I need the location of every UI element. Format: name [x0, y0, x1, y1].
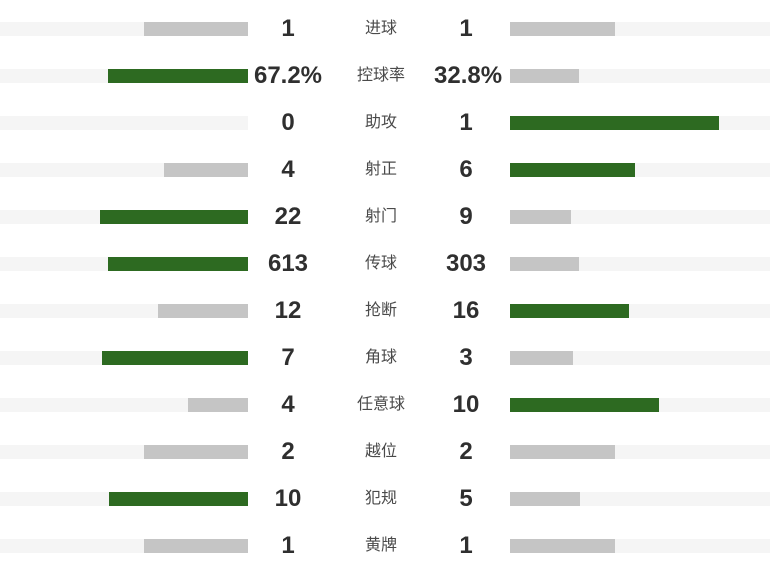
home-bar-track [0, 539, 248, 554]
home-bar-track [0, 68, 248, 83]
home-value: 4 [281, 155, 295, 183]
home-bar-track [0, 398, 248, 413]
home-bar-track [0, 304, 248, 318]
home-bar [107, 68, 248, 83]
home-bar-track [0, 21, 248, 36]
away-value: 1 [459, 14, 473, 42]
away-bar-track [510, 68, 770, 83]
away-value: 10 [452, 391, 480, 419]
away-bar-track [510, 162, 770, 177]
stat-row-shots-on-target: 4 射正 6 [0, 146, 775, 193]
away-value: 3 [459, 344, 473, 372]
away-bar-track [510, 115, 770, 130]
away-value: 303 [445, 249, 487, 277]
away-bar-track [510, 351, 770, 366]
stat-row-fouls: 10 犯规 5 [0, 476, 775, 523]
home-value: 0 [281, 108, 295, 136]
stat-row-possession: 67.2% 控球率 32.8% [0, 52, 775, 99]
stat-label: 角球 [364, 349, 397, 367]
stat-row-shots: 22 射门 9 [0, 193, 775, 240]
away-value: 1 [459, 108, 473, 136]
home-bar-track [0, 209, 248, 224]
stat-label: 任意球 [356, 396, 405, 414]
away-bar [510, 398, 660, 413]
home-value: 7 [281, 344, 295, 372]
away-bar [510, 209, 571, 224]
away-value: 2 [459, 438, 473, 466]
away-value: 5 [459, 485, 473, 513]
home-bar [99, 209, 248, 224]
away-bar-track [510, 304, 770, 318]
away-bar [510, 492, 580, 507]
away-bar-track [510, 21, 770, 36]
home-bar [164, 162, 248, 177]
home-bar-track [0, 445, 248, 460]
stat-row-tackles: 12 抢断 16 [0, 287, 775, 334]
away-bar [510, 162, 636, 177]
home-value: 10 [274, 485, 302, 513]
away-bar [510, 445, 615, 460]
home-value: 1 [281, 532, 295, 560]
home-bar [143, 21, 248, 36]
home-bar-track [0, 492, 248, 507]
away-bar-track [510, 445, 770, 460]
home-bar [108, 492, 248, 507]
stat-row-free-kicks: 4 任意球 10 [0, 382, 775, 429]
away-value: 6 [459, 155, 473, 183]
stat-label: 黄牌 [364, 537, 397, 555]
home-value: 22 [274, 202, 302, 230]
away-bar-track [510, 256, 770, 271]
home-bar-track [0, 256, 248, 271]
home-value: 12 [274, 297, 302, 324]
away-value: 9 [459, 202, 473, 230]
away-bar [510, 539, 615, 554]
away-value: 32.8% [434, 61, 503, 89]
stat-label: 传球 [364, 254, 397, 272]
away-bar-track [510, 398, 770, 413]
stat-row-goals: 1 进球 1 [0, 5, 775, 52]
stat-label: 射正 [364, 160, 397, 178]
home-bar [143, 539, 248, 554]
stat-label: 助攻 [364, 113, 397, 131]
stat-label: 射门 [364, 207, 397, 225]
stat-label: 越位 [364, 443, 397, 461]
stat-row-passes: 613 传球 303 [0, 240, 775, 287]
stat-row-corners: 7 角球 3 [0, 335, 775, 382]
home-bar [143, 445, 248, 460]
away-bar-track [510, 539, 770, 554]
home-bar [108, 256, 248, 271]
home-bar [158, 304, 248, 318]
stat-label: 抢断 [364, 302, 397, 319]
home-value: 4 [281, 391, 295, 419]
stat-label: 控球率 [356, 66, 405, 84]
away-bar-track [510, 492, 770, 507]
away-bar [510, 304, 630, 318]
stat-row-assists: 0 助攻 1 [0, 99, 775, 146]
away-value: 16 [452, 297, 480, 324]
away-bar [510, 256, 580, 271]
home-bar [188, 398, 248, 413]
away-bar [510, 351, 573, 366]
stat-row-offsides: 2 越位 2 [0, 429, 775, 476]
home-bar-track [0, 115, 248, 130]
home-bar-track [0, 351, 248, 366]
stat-label: 进球 [364, 19, 397, 37]
home-bar [101, 351, 248, 366]
home-value: 67.2% [253, 61, 323, 89]
away-bar-track [510, 209, 770, 224]
away-bar [510, 21, 615, 36]
away-value: 1 [459, 532, 473, 560]
away-bar [510, 115, 719, 130]
stat-label: 犯规 [364, 490, 397, 508]
away-bar [510, 68, 579, 83]
home-value: 613 [267, 249, 309, 277]
home-bar-track [0, 162, 248, 177]
home-value: 2 [281, 438, 295, 466]
home-value: 1 [281, 14, 295, 42]
stat-row-yellow-cards: 1 黄牌 1 [0, 523, 775, 570]
